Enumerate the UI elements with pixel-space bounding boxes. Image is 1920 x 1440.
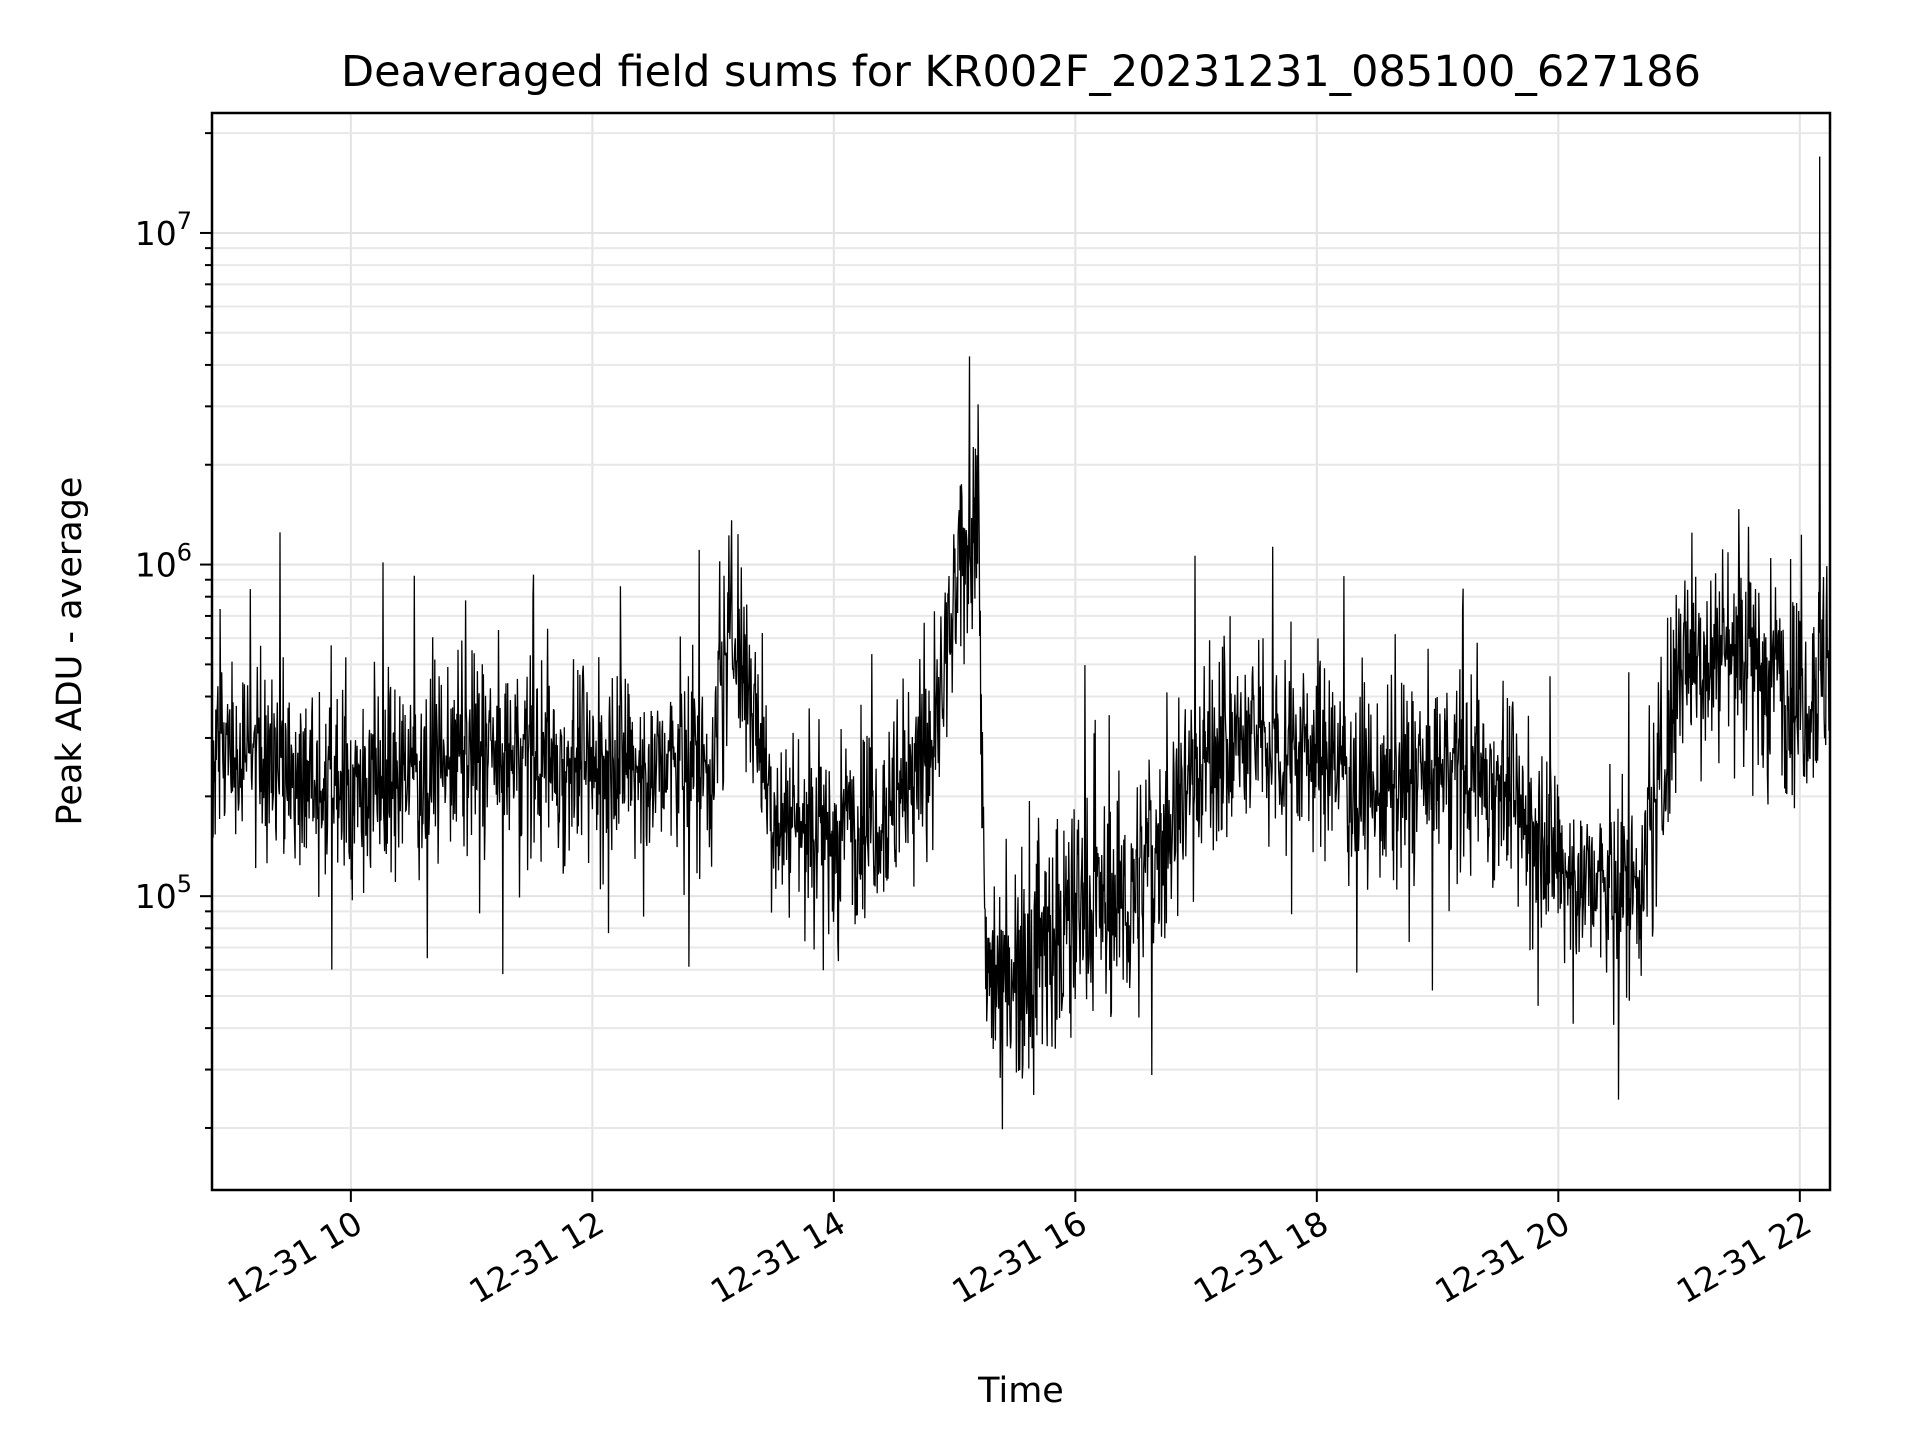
- y-axis: 105 106 107: [135, 132, 212, 1129]
- plot-frame: [210, 111, 1832, 1192]
- y-tick-label: 106: [135, 539, 192, 585]
- series-line: [211, 156, 1831, 1130]
- y-axis-label: Peak ADU - average: [50, 477, 90, 826]
- chart-title: Deaveraged field sums for KR002F_2023123…: [341, 47, 1701, 97]
- y-tick-label: 105: [135, 870, 192, 916]
- x-axis-label: Time: [977, 1371, 1064, 1411]
- y-tick-label: 107: [135, 207, 192, 253]
